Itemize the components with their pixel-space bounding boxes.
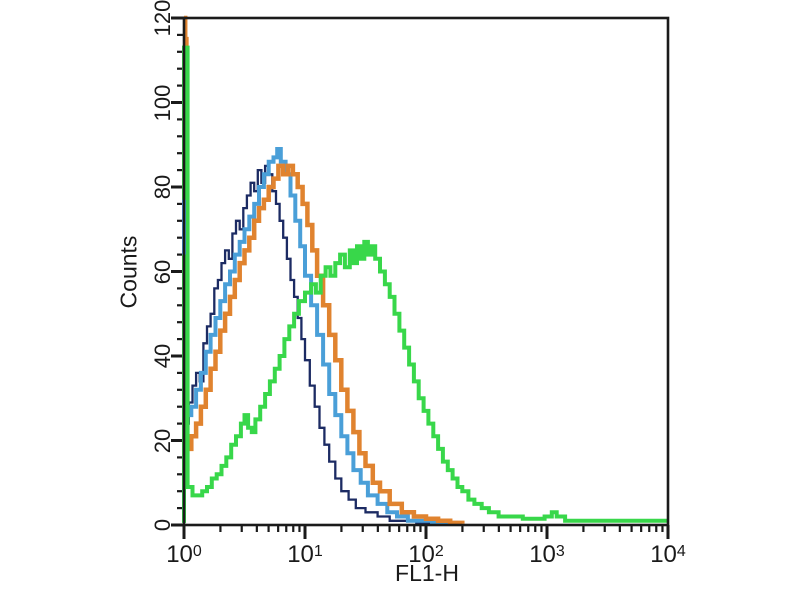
y-tick-label: 60 (150, 259, 175, 284)
x-tick-label: 104 (650, 541, 686, 568)
y-tick-label: 0 (150, 518, 175, 532)
y-tick-label: 40 (150, 343, 175, 369)
x-tick-label: 102 (408, 541, 444, 568)
y-axis-title: Counts (115, 235, 142, 309)
series-green-curve (182, 45, 668, 523)
x-axis-title: FL1-H (395, 560, 459, 586)
y-tick-label: 20 (150, 428, 175, 453)
series-dark-blue-curve (184, 164, 446, 525)
series-orange-curve (182, 15, 465, 526)
y-tick-label: 120 (150, 0, 175, 37)
axis-ticks (171, 16, 670, 539)
plot-frame (182, 16, 670, 527)
y-tick-label: 80 (150, 174, 175, 200)
x-tick-label: 103 (529, 541, 565, 568)
x-tick-label: 100 (166, 541, 202, 568)
x-tick-label: 101 (287, 541, 323, 568)
y-tick-label: 100 (150, 84, 175, 121)
